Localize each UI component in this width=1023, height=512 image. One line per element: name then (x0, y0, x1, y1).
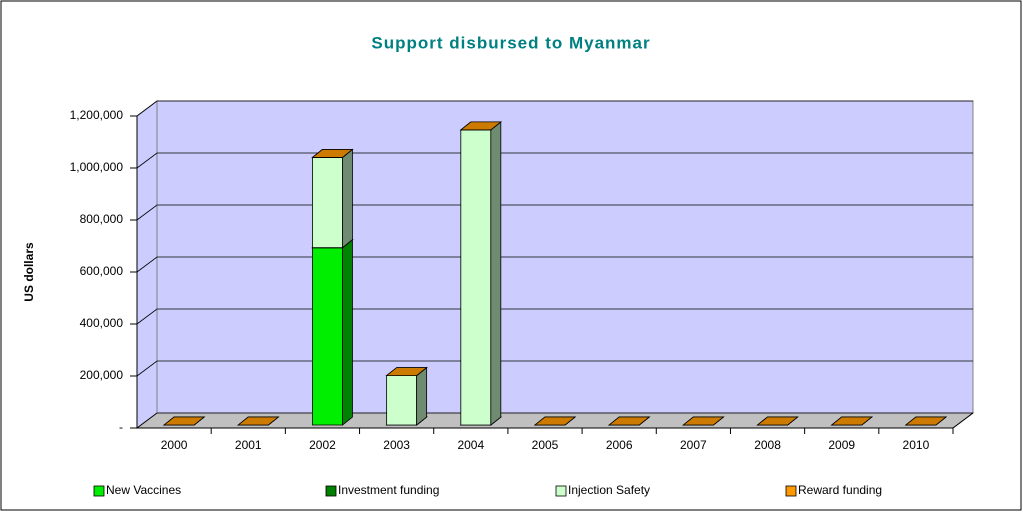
bar-top (533, 416, 577, 426)
legend-swatch (555, 485, 567, 497)
grid-line (136, 256, 973, 273)
bar-top (756, 416, 799, 426)
y-tick-label: 1,200,000 (70, 108, 124, 122)
bar (311, 149, 354, 158)
bar (533, 416, 577, 426)
bar-top (904, 416, 948, 426)
y-tick-label: 600,000 (80, 264, 124, 278)
bar-top (459, 121, 502, 131)
x-tick-label: 2009 (828, 438, 855, 452)
grid-line (136, 308, 973, 325)
bar-top (608, 416, 651, 426)
x-tick-label: 2003 (383, 438, 410, 452)
y-tick-label: 400,000 (80, 316, 124, 330)
grid-line (136, 100, 973, 117)
bar-top (682, 416, 725, 426)
bar (311, 148, 354, 249)
bar (904, 416, 948, 426)
y-tick-label: 200,000 (80, 368, 124, 382)
x-tick-label: 2000 (161, 438, 188, 452)
x-tick-label: 2005 (532, 438, 559, 452)
grid-line (136, 204, 973, 221)
bar-front (386, 375, 418, 426)
bar-top (237, 416, 280, 426)
y-tick-label: 1,000,000 (70, 160, 124, 174)
bar (385, 366, 428, 426)
x-tick-label: 2001 (235, 438, 262, 452)
bar-front (312, 247, 343, 426)
bar-top (162, 416, 206, 426)
legend-swatch (785, 485, 797, 497)
bar (608, 416, 651, 426)
grid-line (136, 412, 973, 429)
bar (162, 416, 206, 426)
bar-side (342, 148, 353, 249)
legend-swatch (325, 485, 337, 497)
bar-top (830, 416, 873, 426)
bar-side (490, 121, 502, 426)
bar-front (312, 157, 343, 249)
legend-label: Investment funding (338, 483, 439, 497)
bar-side (416, 366, 428, 426)
y-tick-label: - (119, 420, 123, 434)
bar (756, 416, 799, 426)
bar (311, 238, 354, 426)
x-tick-label: 2002 (309, 438, 336, 452)
legend-label: Injection Safety (568, 483, 650, 497)
chart-title: Support disbursed to Myanmar (371, 33, 650, 52)
bar (830, 416, 873, 426)
bar (682, 416, 725, 426)
bar (459, 121, 502, 131)
x-tick-label: 2010 (903, 438, 930, 452)
bar-front (460, 129, 492, 426)
bar (459, 121, 502, 426)
bar (385, 367, 428, 377)
x-tick-label: 2007 (680, 438, 707, 452)
legend-swatch (93, 485, 105, 497)
y-axis-label: US dollars (22, 242, 36, 302)
legend-label: New Vaccines (106, 483, 181, 497)
grid-line (136, 152, 973, 169)
bar (237, 416, 280, 426)
y-tick-label: 800,000 (80, 212, 124, 226)
legend-label: Reward funding (798, 483, 882, 497)
bar-top (311, 149, 354, 158)
x-tick-label: 2004 (457, 438, 484, 452)
bar-top (385, 367, 428, 377)
bar-side (342, 238, 353, 426)
x-tick-label: 2006 (606, 438, 633, 452)
x-axis-depth (952, 412, 974, 429)
x-tick-label: 2008 (754, 438, 781, 452)
grid-line (136, 360, 973, 377)
